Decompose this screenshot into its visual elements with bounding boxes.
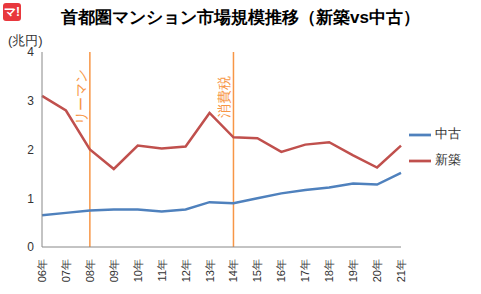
svg-text:18年: 18年 (323, 259, 335, 282)
svg-text:1: 1 (27, 192, 34, 206)
svg-text:20年: 20年 (371, 259, 383, 282)
svg-text:リーマン: リーマン (73, 69, 89, 125)
html-text:首都圏マンション市場規模推移（新築vs中古）: 首都圏マンション市場規模推移（新築vs中古） (61, 8, 420, 27)
svg-text:16年: 16年 (275, 259, 287, 282)
svg-text:21年: 21年 (395, 259, 407, 282)
svg-text:0: 0 (27, 240, 34, 254)
svg-text:07年: 07年 (60, 259, 72, 282)
svg-text:15年: 15年 (251, 259, 263, 282)
svg-text:3: 3 (27, 94, 34, 108)
html-text:新築: 新築 (435, 152, 461, 167)
svg-text:4: 4 (27, 45, 34, 59)
html-text:中古: 中古 (435, 126, 461, 141)
svg-text:08年: 08年 (84, 259, 96, 282)
svg-text:06年: 06年 (36, 259, 48, 282)
svg-text:14年: 14年 (227, 259, 239, 282)
svg-text:12年: 12年 (180, 259, 192, 282)
svg-text:消費税: 消費税 (216, 76, 232, 118)
svg-text:11年: 11年 (156, 259, 168, 281)
svg-text:09年: 09年 (108, 259, 120, 282)
svg-text:10年: 10年 (132, 259, 144, 282)
svg-text:2: 2 (27, 143, 34, 157)
svg-text:19年: 19年 (347, 259, 359, 282)
svg-text:13年: 13年 (204, 259, 216, 282)
svg-text:17年: 17年 (299, 259, 311, 282)
html-text:(兆円): (兆円) (8, 33, 43, 48)
html-text:マ!: マ! (4, 5, 20, 19)
